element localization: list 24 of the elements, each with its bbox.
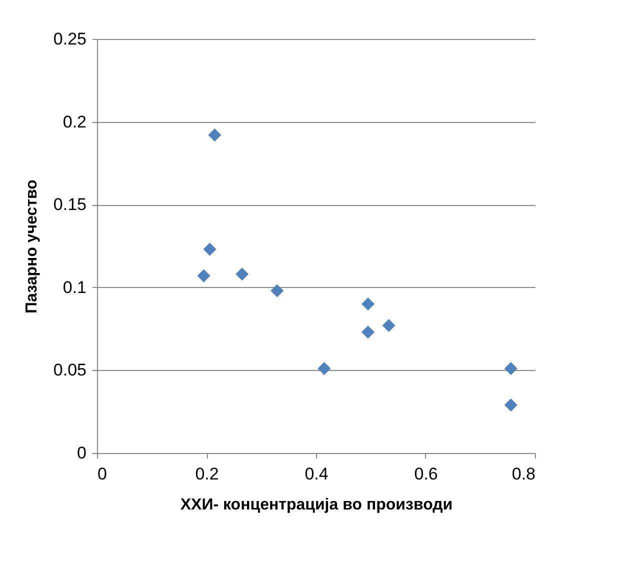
x-tick-label: 0 [98,464,107,484]
x-tick-label: 0.2 [195,464,219,484]
x-tick-label: 0.6 [414,464,438,484]
y-axis-title: Пазарно учество [23,179,40,314]
point [504,362,518,376]
point [361,326,375,339]
point [208,128,222,142]
point [361,297,375,310]
point [318,362,331,376]
point [270,284,284,298]
x-tick-label: 0.8 [512,464,536,484]
point [236,268,249,281]
point [382,318,396,332]
y-tick-label: 0 [77,444,86,462]
point [203,242,216,256]
y-tick-label: 0.2 [62,112,86,132]
y-tick-label: 0.1 [62,278,86,297]
x-axis-title: ХХИ- концентрација во производи [180,496,453,514]
x-tick-label: 0.4 [304,464,328,484]
point [197,269,210,282]
y-tick-label: 0.25 [53,30,86,48]
y-tick-label: 0.15 [53,195,86,214]
y-tick-label: 0.05 [53,360,86,380]
point [504,398,518,412]
